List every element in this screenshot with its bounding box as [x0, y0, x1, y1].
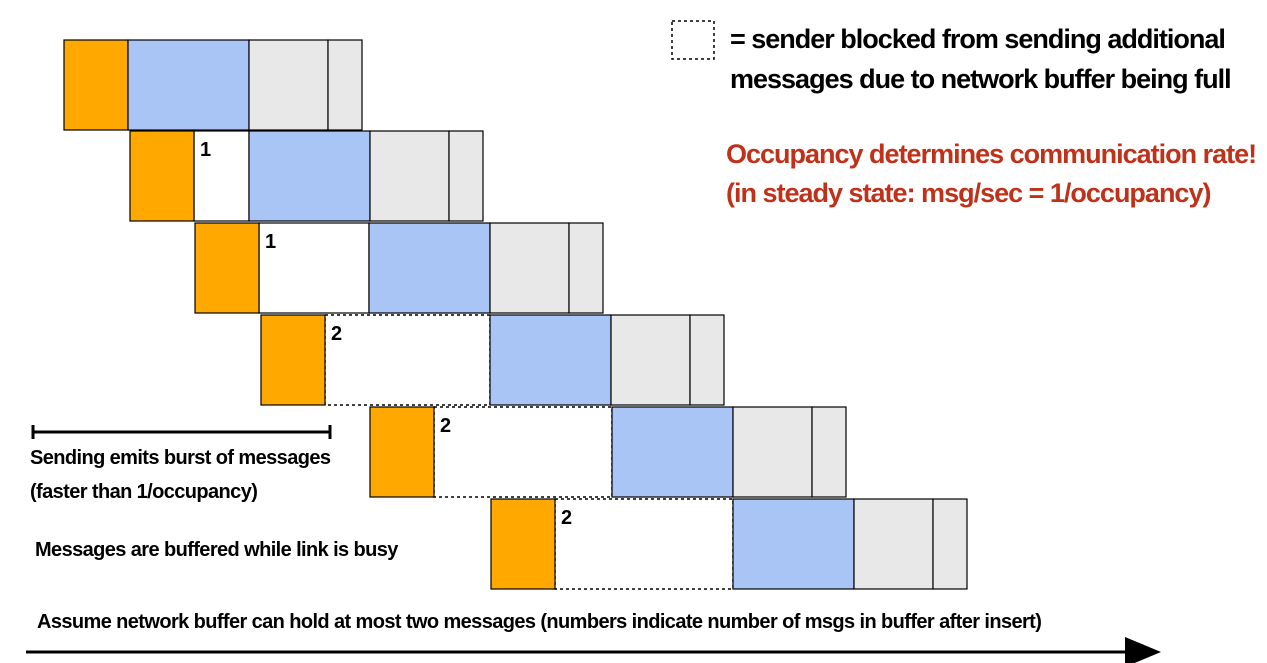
receive-tail-segment — [448, 130, 484, 222]
buffer-count-label: 2 — [440, 415, 451, 437]
send-segment — [194, 222, 260, 314]
buffer-assumption-caption: Assume network buffer can hold at most t… — [37, 611, 1042, 633]
receive-segment — [853, 498, 934, 590]
receive-tail-segment — [568, 222, 604, 314]
send-segment — [490, 498, 556, 590]
blocked-segment — [433, 406, 613, 498]
blocked-segment — [324, 314, 491, 406]
occupancy-note-line1: Occupancy determines communication rate! — [726, 139, 1257, 169]
link-transfer-segment — [489, 314, 612, 406]
legend-blocked-swatch — [671, 20, 715, 60]
send-segment — [63, 39, 129, 131]
receive-segment — [248, 39, 329, 131]
link-transfer-segment — [248, 130, 371, 222]
buffer-count-label: 1 — [200, 139, 211, 161]
message-rows: 1 1 2 2 2 — [63, 39, 968, 590]
receive-tail-segment — [811, 406, 847, 498]
send-segment — [260, 314, 326, 406]
receive-tail-segment — [932, 498, 968, 590]
burst-caption-line1: Sending emits burst of messages — [30, 447, 331, 469]
buffered-caption: Messages are buffered while link is busy — [35, 539, 398, 561]
link-transfer-segment — [611, 406, 734, 498]
burst-caption-line2: (faster than 1/occupancy) — [30, 481, 258, 503]
buffer-count-label: 2 — [331, 323, 342, 345]
receive-segment — [489, 222, 570, 314]
link-transfer-segment — [368, 222, 491, 314]
send-segment — [369, 406, 435, 498]
receive-tail-segment — [327, 39, 363, 131]
buffer-count-label: 2 — [561, 507, 572, 529]
occupancy-note-line2: (in steady state: msg/sec = 1/occupancy) — [726, 178, 1211, 208]
receive-segment — [610, 314, 691, 406]
buffer-count-label: 1 — [265, 231, 276, 253]
link-transfer-segment — [127, 39, 250, 131]
burst-bracket — [31, 425, 332, 439]
legend-text-line1: = sender blocked from sending additional — [730, 24, 1226, 54]
receive-segment — [732, 406, 813, 498]
legend-text-line2: messages due to network buffer being ful… — [730, 64, 1232, 94]
send-segment — [129, 130, 195, 222]
link-transfer-segment — [732, 498, 855, 590]
receive-tail-segment — [689, 314, 725, 406]
receive-segment — [369, 130, 450, 222]
blocked-segment — [554, 498, 734, 590]
